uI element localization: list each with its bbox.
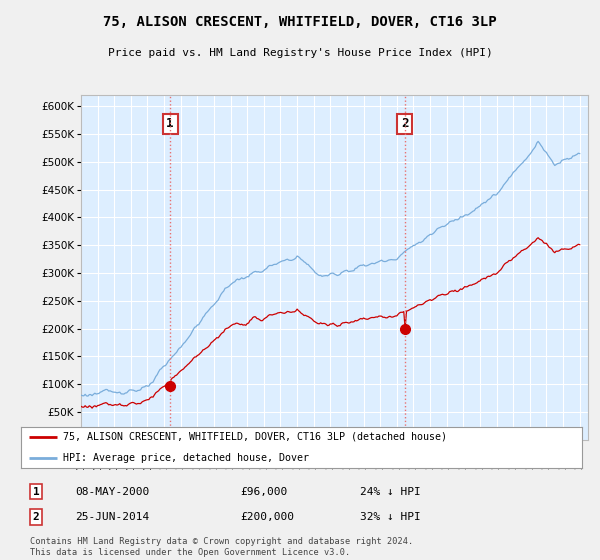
Text: 25-JUN-2014: 25-JUN-2014 — [75, 512, 149, 522]
Text: 75, ALISON CRESCENT, WHITFIELD, DOVER, CT16 3LP (detached house): 75, ALISON CRESCENT, WHITFIELD, DOVER, C… — [63, 432, 447, 441]
Text: Price paid vs. HM Land Registry's House Price Index (HPI): Price paid vs. HM Land Registry's House … — [107, 48, 493, 58]
Text: £200,000: £200,000 — [240, 512, 294, 522]
Text: 1: 1 — [32, 487, 40, 497]
Text: 08-MAY-2000: 08-MAY-2000 — [75, 487, 149, 497]
Text: 2: 2 — [32, 512, 40, 522]
Text: 32% ↓ HPI: 32% ↓ HPI — [360, 512, 421, 522]
Text: 75, ALISON CRESCENT, WHITFIELD, DOVER, CT16 3LP: 75, ALISON CRESCENT, WHITFIELD, DOVER, C… — [103, 15, 497, 29]
Text: This data is licensed under the Open Government Licence v3.0.: This data is licensed under the Open Gov… — [30, 548, 350, 557]
Text: 24% ↓ HPI: 24% ↓ HPI — [360, 487, 421, 497]
Text: 1: 1 — [166, 118, 174, 130]
Text: Contains HM Land Registry data © Crown copyright and database right 2024.: Contains HM Land Registry data © Crown c… — [30, 537, 413, 546]
Text: HPI: Average price, detached house, Dover: HPI: Average price, detached house, Dove… — [63, 452, 309, 463]
Text: 2: 2 — [401, 118, 409, 130]
Text: £96,000: £96,000 — [240, 487, 287, 497]
